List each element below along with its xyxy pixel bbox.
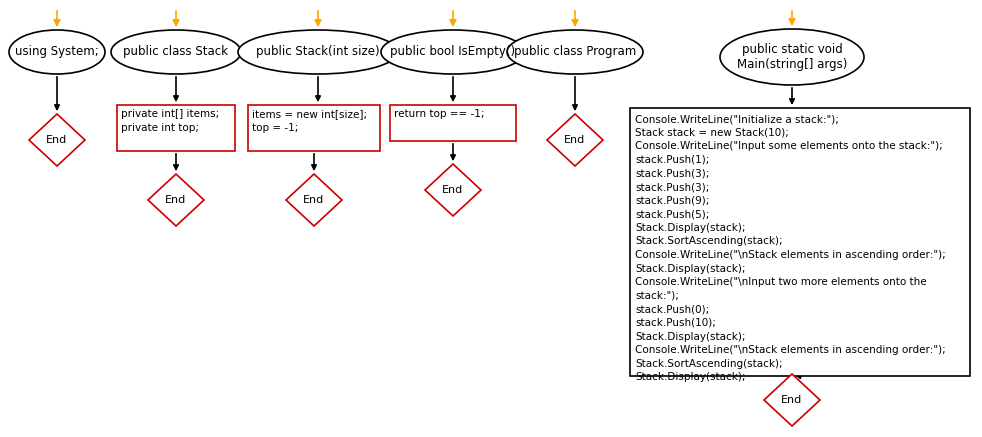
Text: public class Stack: public class Stack: [124, 45, 229, 59]
Polygon shape: [29, 114, 85, 166]
Polygon shape: [547, 114, 603, 166]
Bar: [117, 105, 235, 151]
Text: using System;: using System;: [15, 45, 99, 59]
Text: End: End: [442, 185, 464, 195]
Text: End: End: [565, 135, 585, 145]
Ellipse shape: [9, 30, 105, 74]
Text: End: End: [782, 395, 802, 405]
Text: public bool IsEmpty(): public bool IsEmpty(): [391, 45, 516, 59]
Text: public Stack(int size): public Stack(int size): [256, 45, 380, 59]
Polygon shape: [764, 374, 820, 426]
Text: End: End: [165, 195, 187, 205]
Polygon shape: [286, 174, 342, 226]
Ellipse shape: [507, 30, 643, 74]
Text: End: End: [46, 135, 68, 145]
Bar: [630, 108, 970, 376]
Text: End: End: [303, 195, 325, 205]
Bar: [248, 105, 380, 151]
Text: items = new int[size];
top = -1;: items = new int[size]; top = -1;: [252, 109, 367, 133]
Text: public class Program: public class Program: [514, 45, 636, 59]
Text: Console.WriteLine("Initialize a stack:");
Stack stack = new Stack(10);
Console.W: Console.WriteLine("Initialize a stack:")…: [635, 114, 946, 382]
Ellipse shape: [720, 29, 864, 85]
Ellipse shape: [111, 30, 241, 74]
Ellipse shape: [381, 30, 525, 74]
Polygon shape: [148, 174, 204, 226]
Text: private int[] items;
private int top;: private int[] items; private int top;: [121, 109, 219, 133]
Text: return top == -1;: return top == -1;: [394, 109, 484, 119]
Polygon shape: [425, 164, 481, 216]
Ellipse shape: [238, 30, 398, 74]
Bar: [390, 105, 516, 141]
Text: public static void
Main(string[] args): public static void Main(string[] args): [736, 43, 847, 71]
